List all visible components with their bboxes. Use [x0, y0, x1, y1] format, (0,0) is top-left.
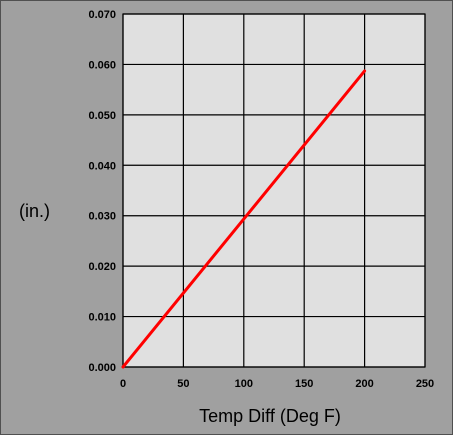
y-tick-label: 0.030: [88, 211, 116, 223]
y-tick-label: 0.070: [88, 9, 116, 21]
series-group: [121, 69, 367, 369]
y-tick-label: 0.000: [88, 362, 116, 374]
series-line: [121, 69, 367, 369]
plot-area: [122, 13, 426, 368]
x-tick-label: 200: [355, 378, 373, 390]
y-axis-label: (in.): [19, 201, 50, 221]
y-tick-labels: 0.000 0.010 0.020 0.030 0.040 0.050 0.060 0.070: [88, 9, 116, 374]
x-tick-label: 0: [120, 378, 126, 390]
x-axis-label: Temp Diff (Deg F): [199, 406, 341, 426]
y-tick-label: 0.010: [88, 312, 116, 324]
grid-lines: [122, 13, 426, 368]
x-tick-label: 250: [416, 378, 434, 390]
y-tick-label: 0.060: [88, 59, 116, 71]
x-tick-label: 50: [177, 378, 189, 390]
y-tick-label: 0.040: [88, 160, 116, 172]
x-tick-labels: 0 50 100 150 200 250: [120, 378, 434, 390]
x-tick-label: 150: [295, 378, 313, 390]
y-tick-label: 0.050: [88, 110, 116, 122]
y-tick-label: 0.020: [88, 261, 116, 273]
x-tick-label: 100: [235, 378, 253, 390]
